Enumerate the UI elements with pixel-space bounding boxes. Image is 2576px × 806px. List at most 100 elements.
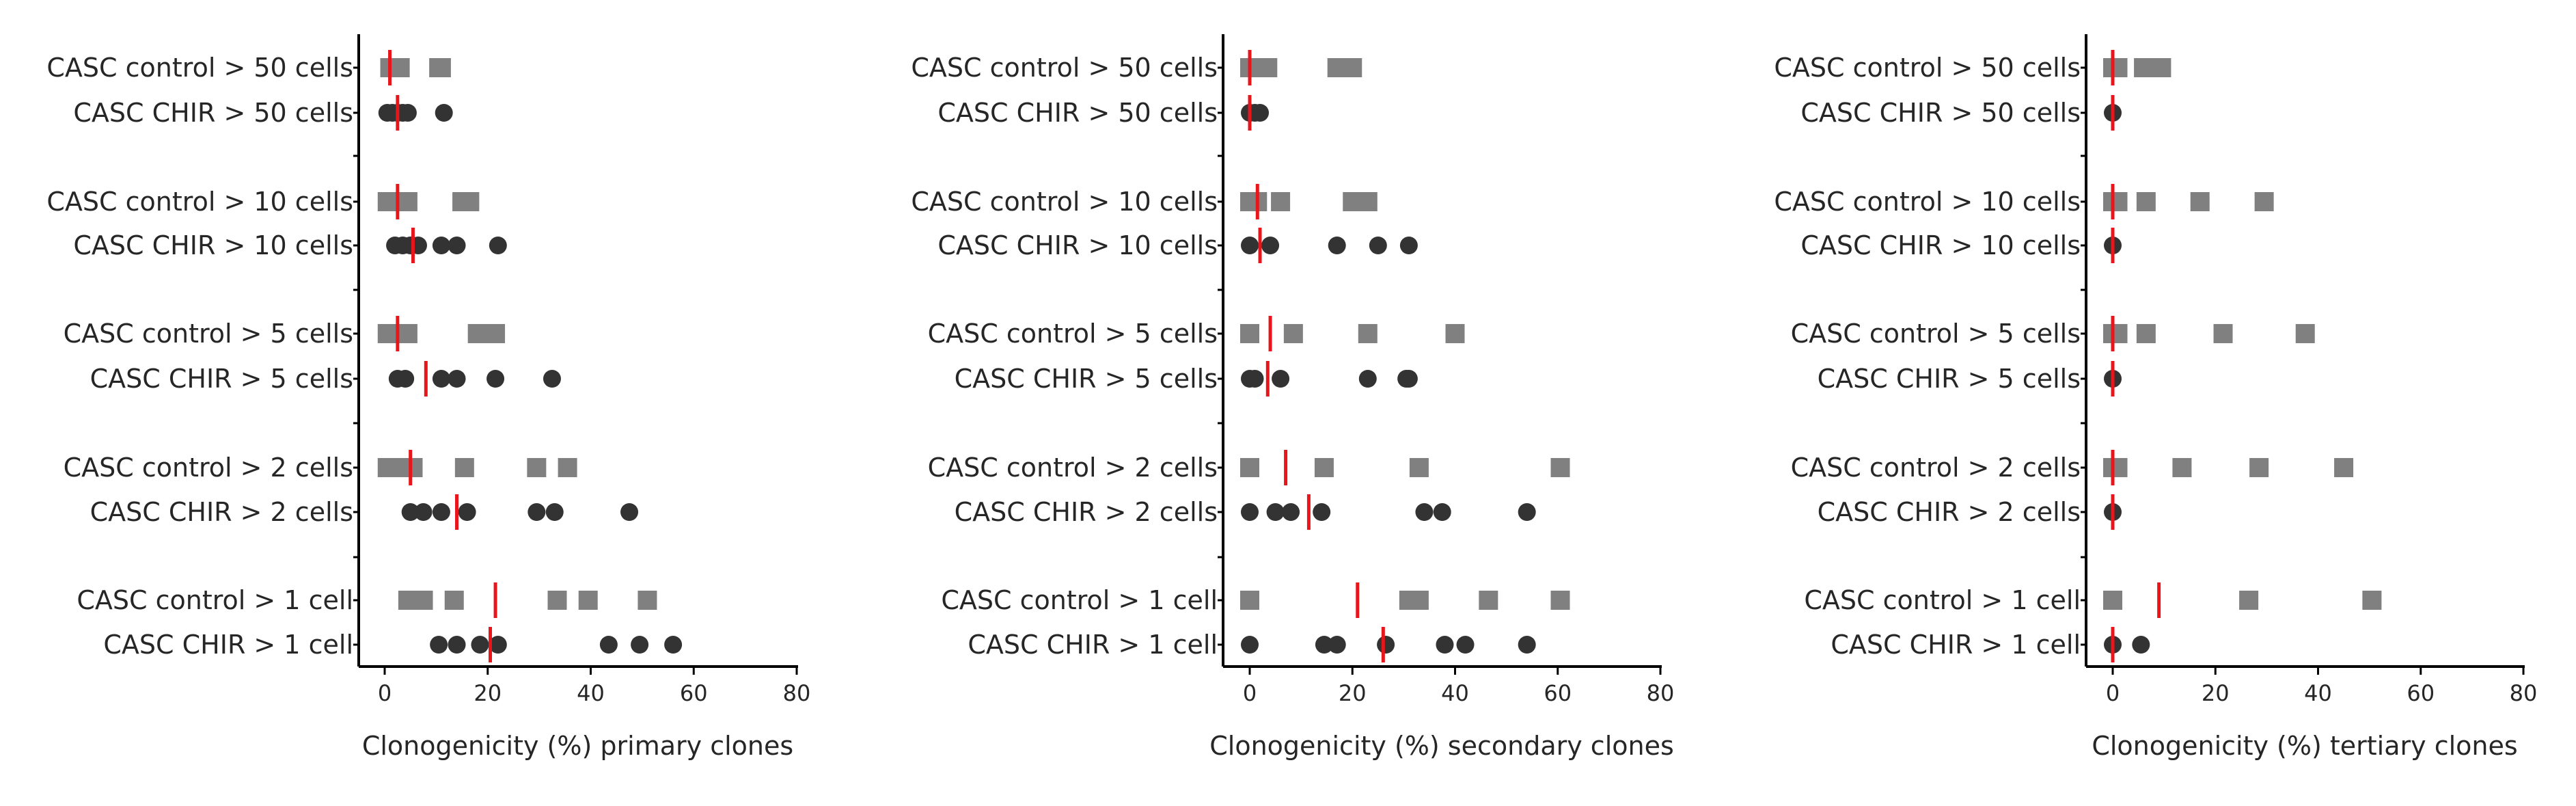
chir-data-point [1436, 636, 1454, 654]
chir-data-point [1272, 370, 1290, 388]
category-label: CASC control > 1 cell [77, 585, 353, 615]
control-data-point [413, 591, 433, 610]
control-data-point [2134, 58, 2154, 77]
chir-data-point [1518, 503, 1536, 521]
category-label: CASC CHIR > 50 cells [1800, 98, 2081, 128]
chir-data-point [620, 503, 639, 521]
chir-data-point [1313, 503, 1331, 521]
primary-clones-panel: 0 20 40 60 80 Clonogenicity (%) primary clone… [46, 34, 810, 761]
x-tick-label: 80 [1647, 680, 1675, 706]
x-tick-label: 20 [1339, 680, 1367, 706]
control-data-point [486, 324, 506, 343]
category-label: CASC CHIR > 2 cells [955, 497, 1218, 527]
chir-data-point [1241, 237, 1259, 254]
chir-data-point [1241, 503, 1259, 521]
category-label: CASC CHIR > 1 cell [103, 630, 353, 660]
x-tick-label: 20 [2202, 680, 2230, 706]
category-label: CASC CHIR > 2 cells [90, 497, 353, 527]
category-label: CASC CHIR > 1 cell [1831, 630, 2081, 660]
control-data-point [1240, 591, 1259, 610]
control-data-point [1409, 591, 1429, 610]
chir-data-point [432, 370, 450, 388]
chir-data-point [599, 636, 618, 654]
x-tick-label: 60 [1544, 680, 1572, 706]
control-data-point [558, 458, 577, 477]
control-data-point [398, 192, 417, 211]
chir-data-point [543, 370, 561, 388]
x-tick-label: 40 [577, 680, 605, 706]
chir-data-point [545, 503, 564, 521]
chir-data-point [458, 503, 476, 521]
control-data-point [1479, 591, 1498, 610]
control-data-point [2249, 458, 2269, 477]
control-data-point [454, 458, 474, 477]
control-data-point [1358, 324, 1378, 343]
x-tick-label: 40 [1441, 680, 1469, 706]
x-tick-label: 0 [1243, 680, 1257, 706]
category-label: CASC control > 50 cells [1774, 53, 2081, 83]
control-data-point [431, 58, 451, 77]
control-data-point [578, 591, 598, 610]
tertiary-clones-panel: 0 20 40 60 80 Clonogenicity (%) tertiary clon… [1774, 34, 2537, 761]
category-label: CASC control > 5 cells [1791, 319, 2081, 349]
category-label: CASC CHIR > 10 cells [937, 230, 1218, 260]
control-data-point [2172, 458, 2192, 477]
control-data-point [1445, 324, 1465, 343]
control-data-point [2190, 192, 2210, 211]
category-label: CASC CHIR > 10 cells [73, 230, 353, 260]
category-label: CASC CHIR > 50 cells [73, 98, 353, 128]
x-axis-title: Clonogenicity (%) primary clones [362, 731, 793, 761]
control-data-point [1271, 192, 1291, 211]
chir-data-point [435, 104, 453, 122]
category-label: CASC control > 10 cells [1774, 187, 2081, 217]
chir-data-point [1377, 636, 1395, 654]
chir-data-point [401, 503, 420, 521]
control-data-point [1258, 58, 1278, 77]
chir-data-point [471, 636, 489, 654]
category-label: CASC CHIR > 5 cells [1818, 364, 2081, 394]
chir-data-point [432, 237, 450, 254]
chir-data-point [1399, 370, 1418, 388]
category-label: CASC CHIR > 10 cells [1800, 230, 2081, 260]
x-axis-title: Clonogenicity (%) secondary clones [1209, 731, 1674, 761]
control-data-point [444, 591, 464, 610]
control-data-point [2362, 591, 2382, 610]
secondary-clones-panel: 0 20 40 60 80 Clonogenicity (%) secondary clo… [911, 34, 1674, 761]
chir-data-point [1282, 503, 1300, 521]
x-tick-label: 0 [378, 680, 392, 706]
chir-data-point [1433, 503, 1451, 521]
control-data-point [527, 458, 547, 477]
category-label: CASC CHIR > 1 cell [968, 630, 1218, 660]
x-tick-label: 20 [474, 680, 502, 706]
control-data-point [2103, 591, 2122, 610]
chir-data-point [430, 636, 448, 654]
control-data-point [2136, 192, 2156, 211]
control-data-point [1550, 591, 1570, 610]
category-label: CASC control > 50 cells [911, 53, 1218, 83]
chir-data-point [1328, 636, 1346, 654]
control-data-point [398, 324, 417, 343]
chir-data-point [1369, 237, 1387, 254]
category-label: CASC control > 10 cells [911, 187, 1218, 217]
chir-data-point [448, 237, 466, 254]
control-data-point [460, 192, 480, 211]
control-data-point [2295, 324, 2315, 343]
control-data-point [2239, 591, 2259, 610]
chir-data-point [396, 370, 415, 388]
control-data-point [403, 458, 423, 477]
x-axis-title: Clonogenicity (%) tertiary clones [2092, 731, 2517, 761]
chir-data-point [1518, 636, 1536, 654]
x-tick-label: 60 [680, 680, 708, 706]
chir-data-point [664, 636, 683, 654]
category-label: CASC control > 2 cells [64, 453, 353, 483]
x-tick-label: 60 [2407, 680, 2435, 706]
control-data-point [390, 58, 410, 77]
chir-data-point [448, 370, 466, 388]
chir-data-point [1246, 370, 1264, 388]
chir-data-point [1328, 237, 1346, 254]
control-data-point [1283, 324, 1303, 343]
chir-data-point [1456, 636, 1475, 654]
control-data-point [1358, 192, 1378, 211]
control-data-point [2334, 458, 2354, 477]
